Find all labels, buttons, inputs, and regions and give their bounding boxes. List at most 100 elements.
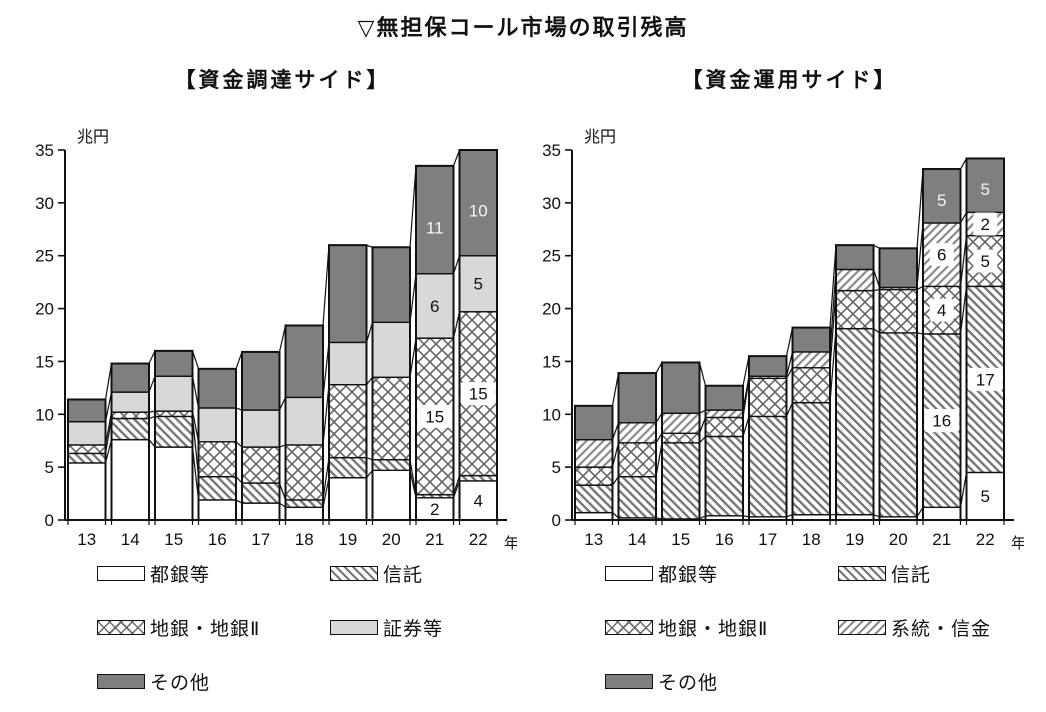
value-label: 15 bbox=[469, 385, 488, 404]
value-label-box bbox=[460, 382, 496, 406]
x-tick-label: 13 bbox=[584, 530, 603, 549]
bar-segment bbox=[371, 469, 411, 521]
bar-segment bbox=[617, 422, 657, 444]
legend-item: その他 bbox=[605, 668, 718, 695]
investment-side-title: 【資金運用サイド】 bbox=[681, 69, 898, 92]
legend-item: 地銀・地銀Ⅱ bbox=[97, 614, 260, 641]
value-label-box bbox=[929, 243, 954, 267]
value-label: 2 bbox=[430, 500, 439, 519]
legend-label: その他 bbox=[658, 673, 719, 694]
value-label: 6 bbox=[937, 246, 946, 265]
bar-segment bbox=[415, 165, 455, 275]
bar-segment bbox=[67, 452, 107, 464]
y-tick-label: 25 bbox=[542, 247, 561, 266]
value-label: 2 bbox=[981, 215, 990, 234]
y-axis-unit: 兆円 bbox=[584, 128, 616, 146]
bar-segment bbox=[328, 244, 368, 344]
x-tick-label: 15 bbox=[671, 530, 690, 549]
bar-outline bbox=[878, 247, 918, 521]
bar-segment bbox=[371, 459, 411, 472]
bar-segment bbox=[835, 327, 875, 516]
value-label-box bbox=[417, 404, 453, 428]
bar-segment bbox=[154, 375, 194, 412]
y-tick-label: 20 bbox=[542, 300, 561, 319]
legend-item: 信託 bbox=[838, 560, 931, 587]
bar-outline bbox=[574, 404, 614, 522]
bar-segment bbox=[284, 396, 324, 446]
bar-segment bbox=[154, 446, 194, 521]
bar-segment bbox=[328, 383, 368, 459]
value-label: 4 bbox=[474, 491, 483, 510]
bar-segment bbox=[284, 444, 324, 501]
bar-segment bbox=[791, 401, 831, 516]
y-tick-label: 0 bbox=[552, 511, 561, 530]
value-labels: 5 16 17 4 5 6 2 5 5 bbox=[924, 180, 1003, 506]
bar-segment bbox=[197, 368, 237, 409]
x-tick-label: 17 bbox=[251, 530, 270, 549]
x-tick-label: 22 bbox=[469, 530, 488, 549]
bar-segment bbox=[67, 444, 107, 455]
value-label: 15 bbox=[425, 407, 444, 426]
x-axis-unit: 年 bbox=[504, 535, 517, 552]
bar-segment bbox=[458, 474, 498, 482]
bar-segment bbox=[574, 511, 614, 521]
legend-item: 系統・信金 bbox=[838, 614, 991, 641]
y-tick-label: 5 bbox=[45, 458, 54, 477]
bar-segment bbox=[704, 435, 744, 517]
value-label: 6 bbox=[430, 297, 439, 316]
bar-segment bbox=[197, 475, 237, 501]
bar-segment bbox=[328, 456, 368, 479]
bar-outline bbox=[965, 157, 1005, 521]
bar-segment bbox=[328, 477, 368, 521]
y-axis-unit: 兆円 bbox=[77, 128, 109, 146]
y-tick-label: 5 bbox=[552, 458, 561, 477]
bar-segment bbox=[661, 361, 701, 414]
bar-outline bbox=[197, 367, 237, 522]
value-label: 5 bbox=[981, 487, 990, 506]
bar-segment bbox=[617, 475, 657, 519]
legend-swatch-darkgray bbox=[605, 674, 653, 689]
bar-segment bbox=[241, 409, 281, 448]
bar-segment bbox=[110, 438, 150, 521]
bar-segment bbox=[617, 372, 657, 424]
bar-outline bbox=[704, 384, 744, 521]
legend-swatch-backdiag bbox=[838, 620, 886, 635]
bar-segment bbox=[371, 376, 411, 461]
x-tick-label: 15 bbox=[164, 530, 183, 549]
legend-label: 系統・信金 bbox=[891, 619, 992, 640]
bar-segment bbox=[110, 411, 150, 420]
bar-segment bbox=[197, 407, 237, 443]
bar-segment bbox=[197, 441, 237, 478]
x-tick-label: 16 bbox=[715, 530, 734, 549]
bar-segment bbox=[284, 499, 324, 509]
bar-segment bbox=[835, 268, 875, 292]
bar-outline bbox=[284, 324, 324, 521]
bar-outline bbox=[110, 362, 150, 521]
bar-segment bbox=[748, 377, 788, 418]
legend-label: 都銀等 bbox=[150, 565, 211, 586]
y-tick-label: 30 bbox=[35, 194, 54, 213]
legend-item: 信託 bbox=[330, 560, 423, 587]
legend-swatch-cross bbox=[605, 620, 653, 635]
bar-segment bbox=[241, 482, 281, 504]
y-tick-label: 35 bbox=[542, 141, 561, 160]
bar-segment bbox=[371, 321, 411, 378]
bars bbox=[67, 149, 498, 522]
funding-side-title: 【資金調達サイド】 bbox=[174, 69, 391, 92]
x-tick-label: 13 bbox=[77, 530, 96, 549]
bar-segment bbox=[878, 288, 918, 334]
legend-item: 証券等 bbox=[330, 614, 443, 641]
bar-segment bbox=[197, 499, 237, 521]
x-tick-label: 20 bbox=[889, 530, 908, 549]
legend-item: 地銀・地銀Ⅱ bbox=[605, 614, 768, 641]
bar-segment bbox=[791, 351, 831, 369]
legend-swatch-white bbox=[97, 566, 145, 581]
bar-segment bbox=[574, 438, 614, 468]
y-tick-label: 15 bbox=[35, 352, 54, 371]
value-label-box bbox=[973, 212, 998, 236]
investment-side-legend: 都銀等 信託 地銀・地銀Ⅱ 系統・信金 その他 bbox=[573, 560, 1023, 710]
legend-label: 地銀・地銀Ⅱ bbox=[658, 619, 769, 640]
bar-segment bbox=[154, 415, 194, 448]
bar-segment bbox=[704, 409, 744, 419]
